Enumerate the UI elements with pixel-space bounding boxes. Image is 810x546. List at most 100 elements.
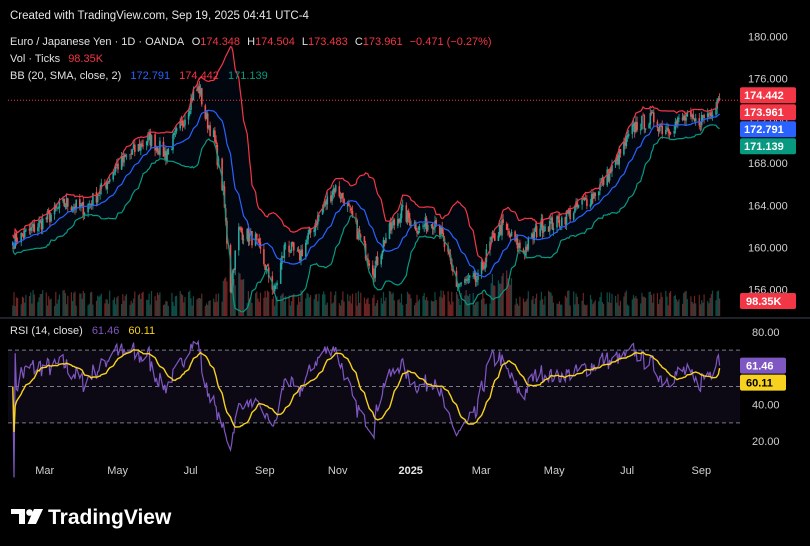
volume-bar <box>448 301 450 316</box>
volume-bar <box>457 294 459 316</box>
volume-bar <box>422 295 424 316</box>
volume-bar <box>213 298 215 316</box>
rsi-legend[interactable]: RSI (14, close) 61.46 60.11 <box>10 325 155 337</box>
volume-bar <box>30 292 32 316</box>
candle <box>96 194 99 206</box>
rsi-level-lines <box>8 349 740 424</box>
candle <box>50 213 52 223</box>
volume-bar <box>66 304 68 316</box>
volume-bar <box>601 302 603 316</box>
candle <box>699 121 702 132</box>
candle <box>305 239 307 260</box>
candle <box>130 148 132 160</box>
candle <box>667 124 669 137</box>
volume-bar <box>196 299 198 316</box>
volume-bar <box>475 302 477 316</box>
volume-bar <box>674 295 676 316</box>
candle <box>32 222 34 232</box>
volume-bar <box>205 303 208 316</box>
candle <box>549 216 551 236</box>
candle <box>510 229 513 237</box>
candle <box>129 154 131 160</box>
volume-bar <box>443 294 446 316</box>
volume-bar <box>658 303 660 316</box>
candle <box>134 139 136 157</box>
candle <box>301 244 303 257</box>
candle <box>583 196 586 202</box>
candle <box>660 122 662 128</box>
candle <box>317 211 319 230</box>
volume-bar <box>648 292 650 316</box>
volume-bar <box>618 305 620 316</box>
candle <box>678 114 680 123</box>
volume-bar <box>652 302 654 316</box>
volume-bar <box>567 290 569 316</box>
candle <box>339 191 342 203</box>
volume-bar <box>240 279 242 316</box>
candle <box>276 280 278 290</box>
close-label: C <box>355 36 363 48</box>
candle <box>112 171 114 182</box>
volume-bar <box>388 290 391 316</box>
candle <box>363 236 366 246</box>
candle <box>172 132 174 154</box>
candle <box>232 269 234 289</box>
volume-bar <box>204 305 206 316</box>
volume-bar <box>660 292 662 316</box>
volume-bar <box>17 298 19 316</box>
candle <box>574 205 576 214</box>
time-tick-label: Mar <box>35 465 54 477</box>
volume-bar <box>625 290 627 316</box>
volume-bar <box>32 290 34 316</box>
symbol-legend[interactable]: Euro / Japanese Yen · 1D · OANDA O174.34… <box>10 36 492 48</box>
rsi-pane[interactable] <box>8 339 740 478</box>
volume-bar <box>238 272 240 316</box>
candle <box>650 110 653 116</box>
price-axis[interactable]: 180.000176.000172.000168.000164.000160.0… <box>748 32 788 297</box>
volume-bar <box>540 291 542 316</box>
volume-bar <box>624 292 626 316</box>
candle <box>20 231 22 247</box>
candle <box>25 227 27 232</box>
candle <box>372 260 374 277</box>
volume-legend[interactable]: Vol · Ticks 98.35K <box>10 53 104 65</box>
candle <box>619 149 622 158</box>
volume-bar <box>106 299 108 316</box>
change-value: −0.471 (−0.27%) <box>410 36 492 48</box>
candle <box>673 125 675 137</box>
low-label: L <box>302 36 308 48</box>
candle <box>29 222 32 236</box>
candle <box>167 147 170 155</box>
bb-legend[interactable]: BB (20, SMA, close, 2) 172.791 174.442 1… <box>10 70 268 82</box>
volume-bar <box>282 293 284 316</box>
volume-bar <box>497 280 499 316</box>
volume-bar <box>222 280 224 316</box>
candle <box>105 182 107 191</box>
volume-bar <box>14 306 16 316</box>
candle <box>206 111 209 134</box>
volume-bar <box>609 292 611 316</box>
candle <box>590 192 593 206</box>
volume-bar <box>258 301 260 316</box>
candle <box>201 87 203 107</box>
volume-bar <box>707 301 709 316</box>
volume-bar <box>542 299 544 316</box>
volume-bar <box>173 306 175 316</box>
volume-bar <box>188 292 190 316</box>
time-axis[interactable]: Mar May Jul Sep Nov 2025 Mar May Jul Sep <box>35 465 711 477</box>
time-tick-label: 2025 <box>398 465 422 477</box>
candle <box>515 233 518 245</box>
volume-bar <box>408 293 410 316</box>
candle <box>265 265 268 275</box>
candle <box>95 187 98 207</box>
volume-bar <box>382 292 385 316</box>
candle <box>49 210 51 226</box>
candle <box>558 214 561 228</box>
candle <box>425 215 428 234</box>
candle <box>509 233 512 242</box>
candle <box>173 131 175 140</box>
candle <box>350 207 353 215</box>
price-pane[interactable] <box>8 45 744 316</box>
tradingview-logo[interactable]: TradingView <box>11 506 172 529</box>
